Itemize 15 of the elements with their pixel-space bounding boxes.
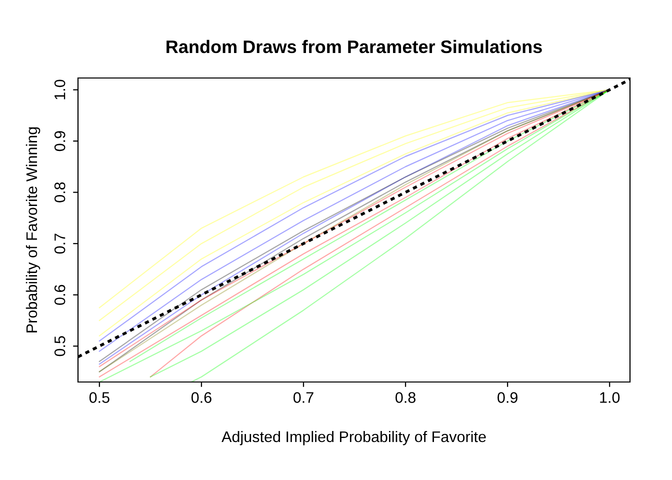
chart-title: Random Draws from Parameter Simulations <box>166 40 542 54</box>
x-tick-label: 0.6 <box>191 392 212 403</box>
y-tick-label: 0.5 <box>54 336 66 356</box>
x-axis-title: Adjusted Implied Probability of Favorite <box>222 430 486 446</box>
y-tick-label: 0.7 <box>54 234 66 254</box>
y-tick-label: 0.8 <box>54 182 66 202</box>
x-tick-label: 1.0 <box>600 392 620 403</box>
x-tick-label: 0.7 <box>293 392 314 403</box>
x-tick-label: 0.5 <box>89 392 110 403</box>
y-tick-label: 0.6 <box>54 284 66 305</box>
x-tick-label: 0.9 <box>498 392 518 403</box>
x-tick-label: 0.8 <box>396 392 416 403</box>
y-tick-label: 1.0 <box>54 80 66 100</box>
y-axis-title: Probability of Favorite Winning <box>26 127 40 332</box>
y-tick-label: 0.9 <box>54 131 66 152</box>
